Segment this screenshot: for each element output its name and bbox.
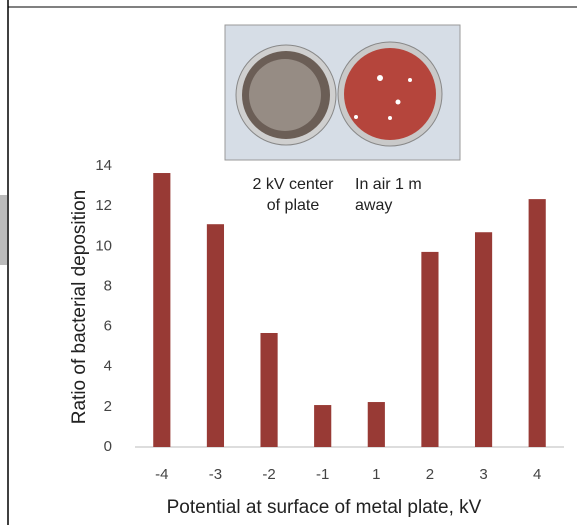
colony <box>377 75 383 81</box>
y-tick-label: 14 <box>95 157 112 174</box>
bar <box>207 224 224 447</box>
chart: Ratio of bacterial deposition Potential … <box>0 0 577 525</box>
y-tick-label: 4 <box>104 358 112 375</box>
dish-agar <box>344 48 436 140</box>
y-tick-label: 0 <box>104 438 112 455</box>
bar <box>529 199 546 447</box>
colony <box>388 116 392 120</box>
x-tick-label: -1 <box>316 466 329 483</box>
annotation: away <box>355 197 392 214</box>
x-tick-label: -3 <box>209 466 222 483</box>
y-tick-label: 12 <box>95 197 112 214</box>
bar <box>475 232 492 447</box>
x-tick-label: -4 <box>155 466 168 483</box>
colony <box>354 115 358 119</box>
colony <box>408 78 412 82</box>
annotation: of plate <box>267 197 320 214</box>
annotation: 2 kV center <box>253 176 335 193</box>
y-tick-label: 10 <box>95 237 112 254</box>
photo <box>225 25 460 160</box>
x-tick-label: -2 <box>262 466 275 483</box>
y-tick-label: 8 <box>104 277 112 294</box>
x-tick-label: 2 <box>426 466 434 483</box>
bar <box>368 402 385 447</box>
x-tick-label: 4 <box>533 466 541 483</box>
bar <box>260 333 277 447</box>
x-tick-label: 3 <box>479 466 487 483</box>
y-tick-label: 6 <box>104 318 112 335</box>
dish-colony-cover <box>249 59 321 131</box>
annotation: In air 1 m <box>355 176 422 193</box>
y-axis-title: Ratio of bacterial deposition <box>69 190 90 424</box>
bar <box>153 173 170 447</box>
side-tab <box>0 195 7 265</box>
colony <box>396 100 401 105</box>
x-tick-label: 1 <box>372 466 380 483</box>
bar <box>421 252 438 447</box>
y-tick-label: 2 <box>104 398 112 415</box>
bar <box>314 405 331 447</box>
x-axis-title: Potential at surface of metal plate, kV <box>167 497 482 518</box>
